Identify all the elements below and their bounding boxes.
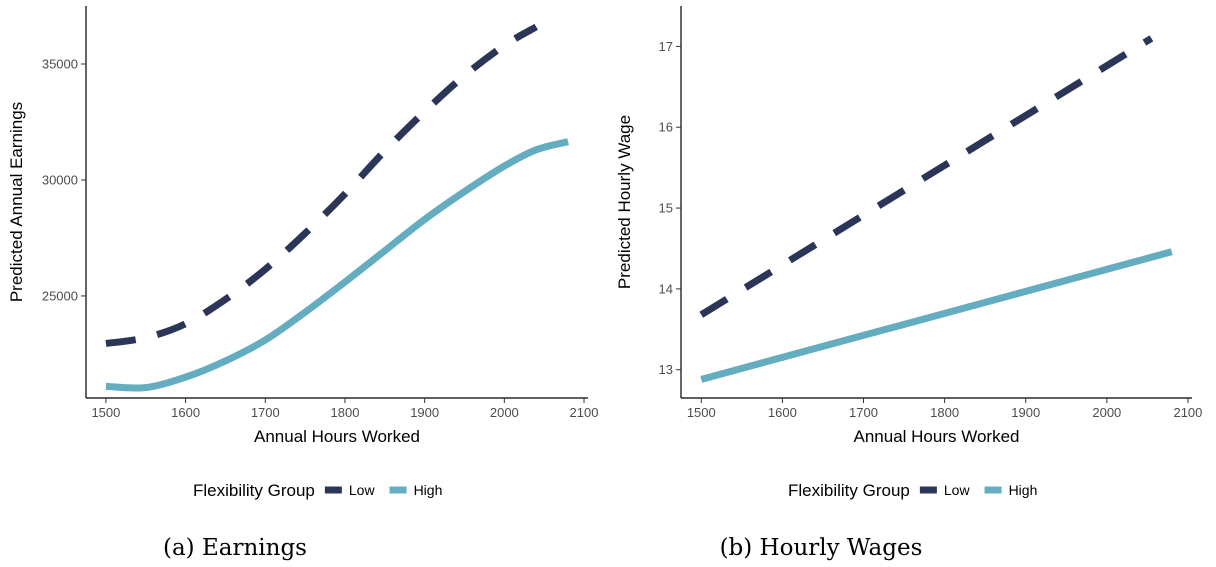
- panel-caption: (b) Hourly Wages: [720, 535, 923, 561]
- x-tick-label: 1500: [91, 405, 120, 420]
- earnings-panel: 1500 1600 1700 1800 1900 2000 2100 25000 30000 35…: [7, 6, 598, 561]
- legend-label-high: High: [1009, 482, 1038, 498]
- legend-label-low: Low: [944, 482, 971, 498]
- x-tick-label: 1900: [410, 405, 439, 420]
- y-tick-label: 13: [659, 362, 673, 377]
- x-tick-label: 1600: [768, 405, 797, 420]
- legend-label-high: High: [414, 482, 443, 498]
- series-line-high: [105, 138, 569, 392]
- x-tick-label: 2100: [570, 405, 599, 420]
- y-axis-title: Predicted Annual Earnings: [7, 102, 26, 302]
- panel-caption: (a) Earnings: [163, 535, 307, 561]
- x-tick-label: 1500: [687, 405, 716, 420]
- x-tick-label: 2000: [1092, 405, 1121, 420]
- x-axis-title: Annual Hours Worked: [254, 427, 420, 446]
- x-axis-title: Annual Hours Worked: [854, 427, 1020, 446]
- y-tick-label: 17: [659, 39, 673, 54]
- x-tick-label: 2100: [1173, 405, 1202, 420]
- x-tick-label: 1800: [930, 405, 959, 420]
- y-tick-label: 15: [659, 201, 673, 216]
- y-tick-label: 16: [659, 120, 673, 135]
- x-tick-label: 1700: [251, 405, 280, 420]
- x-tick-label: 1800: [331, 405, 360, 420]
- series-line-low: [699, 35, 1154, 318]
- legend-label-low: Low: [349, 482, 376, 498]
- legend-title: Flexibility Group: [788, 481, 910, 500]
- series-line-low: [105, 23, 538, 347]
- hourly-wage-panel: 1500 1600 1700 1800 1900 2000 2100 13 14 15 16 17 An…: [615, 6, 1202, 561]
- y-tick-label: 14: [659, 281, 673, 296]
- series-line-high: [700, 248, 1173, 383]
- x-tick-label: 2000: [490, 405, 519, 420]
- legend-title: Flexibility Group: [193, 481, 315, 500]
- x-tick-label: 1700: [849, 405, 878, 420]
- y-tick-label: 25000: [42, 288, 78, 303]
- x-tick-label: 1900: [1011, 405, 1040, 420]
- y-tick-label: 35000: [42, 56, 78, 71]
- x-tick-label: 1600: [171, 405, 200, 420]
- y-axis-title: Predicted Hourly Wage: [615, 115, 634, 289]
- y-tick-label: 30000: [42, 172, 78, 187]
